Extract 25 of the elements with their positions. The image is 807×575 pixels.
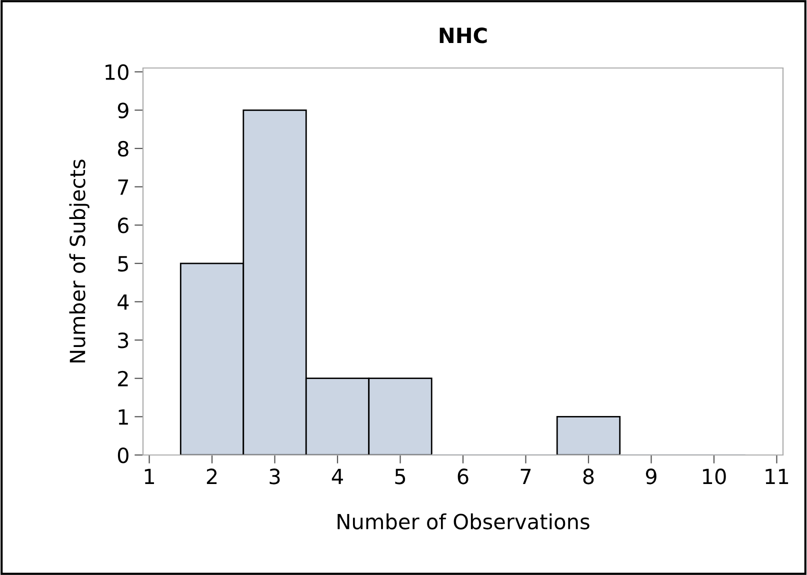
x-tick-label: 7 — [520, 468, 531, 484]
y-tick-label: 5 — [118, 256, 128, 272]
x-tick-label: 9 — [646, 468, 656, 484]
y-axis-title: Number of Subjects — [69, 160, 90, 362]
chart-title: NHC — [440, 28, 487, 44]
y-tick-label: 0 — [118, 447, 128, 464]
x-tick-label: 3 — [270, 468, 280, 484]
x-tick-label: 4 — [332, 468, 343, 484]
x-tick-label: 10 — [703, 468, 726, 484]
y-tick-label: 1 — [118, 409, 128, 425]
y-tick-label: 8 — [118, 140, 128, 157]
y-tick-label: 4 — [118, 294, 129, 310]
y-tick-label: 3 — [118, 332, 128, 348]
y-tick-label: 2 — [118, 370, 128, 386]
y-tick-label: 6 — [118, 218, 128, 234]
x-tick-label: 6 — [458, 468, 468, 484]
x-tick-label: 1 — [144, 468, 154, 484]
x-tick-label: 2 — [206, 468, 217, 484]
y-tick-label: 10 — [106, 64, 128, 80]
x-axis-title: Number of Observations — [338, 513, 590, 530]
y-tick-label: 7 — [118, 180, 128, 195]
x-tick-label: 11 — [766, 468, 788, 484]
x-tick-label: 5 — [395, 468, 406, 484]
x-tick-label: 8 — [583, 468, 594, 484]
y-tick-label: 9 — [118, 102, 128, 118]
